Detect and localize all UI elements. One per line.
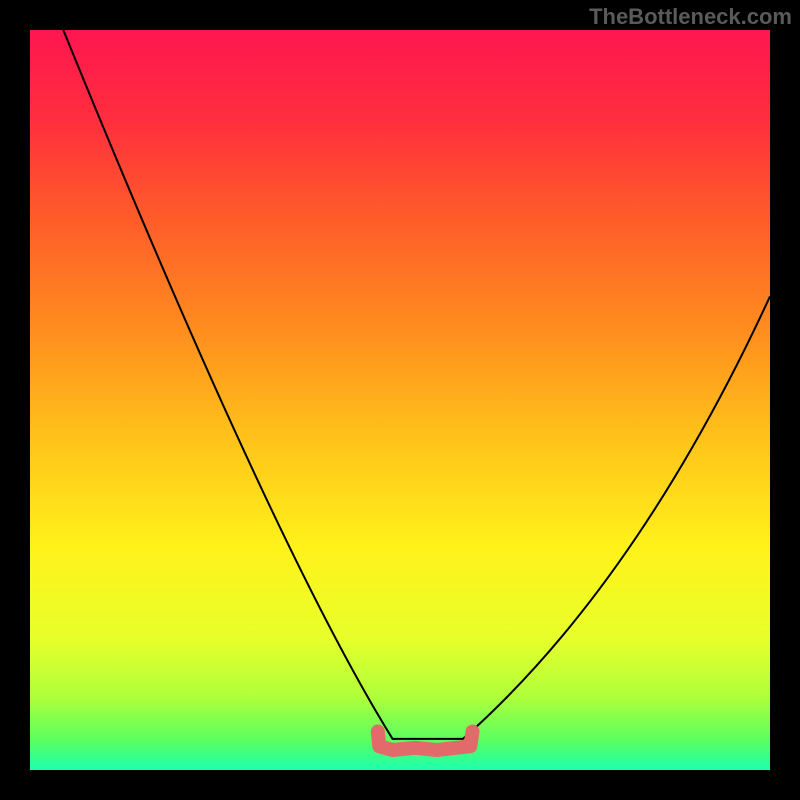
bottom-marker: [378, 732, 473, 751]
curve-layer: [30, 30, 770, 770]
plot-area: [30, 30, 770, 770]
chart-container: TheBottleneck.com: [0, 0, 800, 800]
watermark-text: TheBottleneck.com: [589, 4, 792, 30]
bottleneck-curve: [63, 30, 770, 739]
